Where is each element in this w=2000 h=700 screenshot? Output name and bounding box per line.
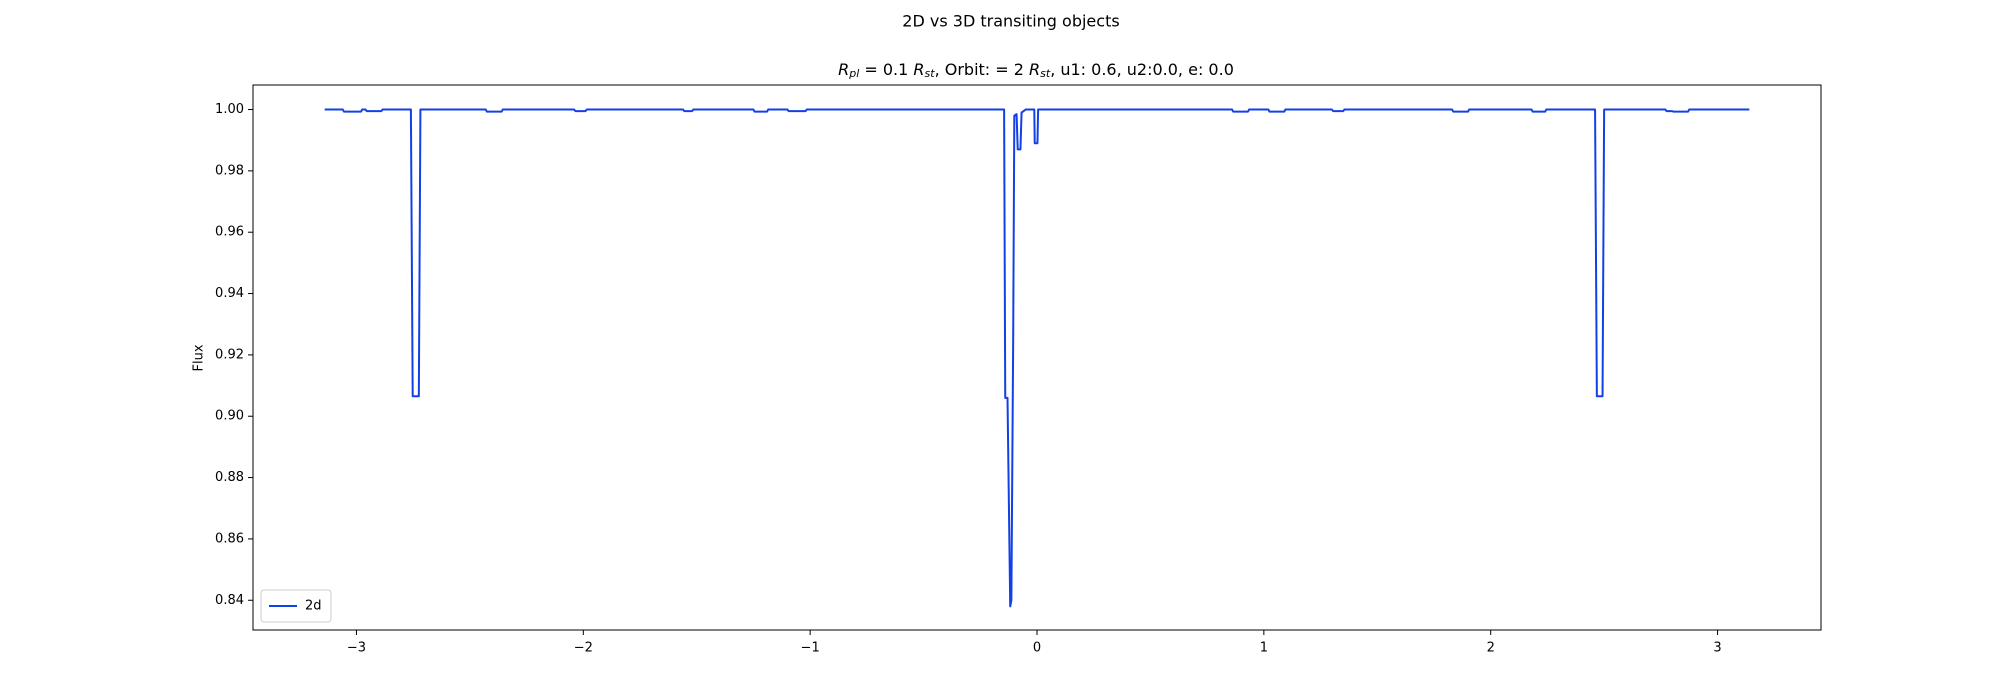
y-tick-label: 0.84 — [215, 593, 244, 608]
subtitle-part: , Orbit: = 2 — [935, 60, 1029, 79]
subtitle-part: , u1: 0.6, u2:0.0, e: 0.0 — [1050, 60, 1234, 79]
x-tick-label: −1 — [801, 641, 820, 656]
y-tick-label: 0.92 — [215, 347, 244, 362]
y-tick-label: 1.00 — [215, 102, 244, 117]
y-axis-label: Flux — [192, 344, 207, 371]
y-tick-label: 0.94 — [215, 286, 244, 301]
x-tick-label: 0 — [1033, 641, 1041, 656]
plot-frame — [252, 84, 1822, 631]
x-tick-label: 1 — [1260, 641, 1268, 656]
subtitle-part: pl — [848, 67, 859, 80]
x-tick-label: 3 — [1713, 641, 1721, 656]
subtitle-part: R — [1029, 60, 1040, 79]
x-tick-label: −2 — [574, 641, 593, 656]
y-tick-label: 0.90 — [215, 409, 244, 424]
subtitle-part: st — [1040, 67, 1051, 80]
chart-title: 2D vs 3D transiting objects — [902, 12, 1119, 31]
y-tick-label: 0.96 — [215, 225, 244, 240]
subtitle-part: st — [925, 67, 936, 80]
subtitle-part: R — [913, 60, 924, 79]
legend-label: 2d — [305, 599, 322, 614]
subtitle-part: = 0.1 — [859, 60, 913, 79]
x-tick-label: 2 — [1487, 641, 1495, 656]
subtitle-part: R — [838, 60, 849, 79]
y-tick-label: 0.88 — [215, 470, 244, 485]
y-tick-label: 0.98 — [215, 163, 244, 178]
y-tick-label: 0.86 — [215, 531, 244, 546]
x-tick-label: −3 — [347, 641, 366, 656]
data-line — [324, 108, 1750, 608]
chart-subtitle: Rpl = 0.1 Rst, Orbit: = 2 Rst, u1: 0.6, … — [838, 60, 1234, 81]
